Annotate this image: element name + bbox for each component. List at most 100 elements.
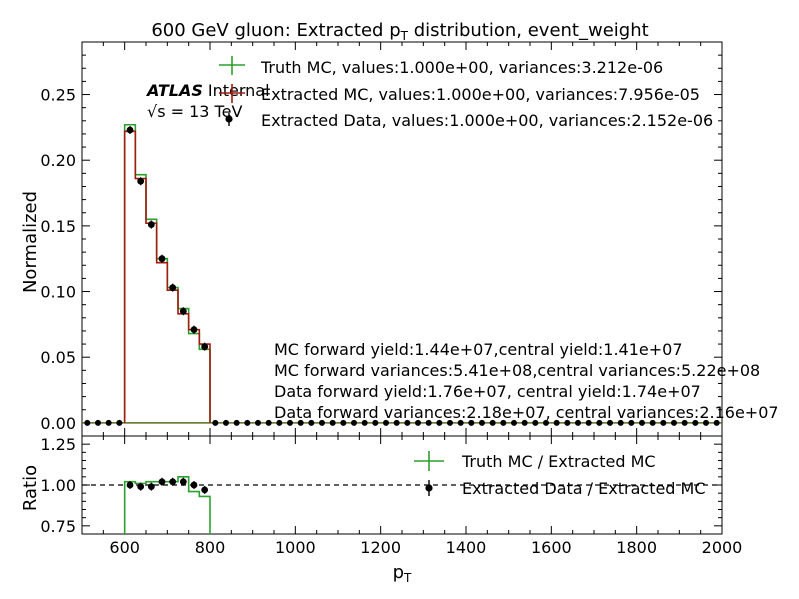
annotation-data-yield: Data forward yield:1.76e+07, central yie…	[274, 382, 701, 401]
y-axis-label: Normalized	[20, 191, 41, 293]
legend-entry-truth-ratio: Truth MC / Extracted MC	[414, 451, 656, 471]
data-point	[147, 221, 155, 228]
annotation-mc-variances: MC forward variances:5.41e+08,central va…	[274, 361, 760, 380]
legend-label-extracted-mc: Extracted MC, values:1.000e+00, variance…	[261, 85, 700, 104]
ratio-legend: Truth MC / Extracted MC Extracted Data /…	[414, 451, 706, 498]
data-point-zero	[308, 419, 315, 426]
data-point-zero	[212, 419, 219, 426]
data-point-zero	[703, 419, 709, 426]
ratio-data-point	[169, 478, 177, 486]
data-point-zero	[372, 419, 379, 426]
data-point	[126, 126, 134, 134]
data-point-zero	[521, 419, 528, 426]
data-point-zero	[553, 419, 560, 426]
legend-entry-extracted-mc: Extracted MC, values:1.000e+00, variance…	[219, 84, 700, 104]
legend-entry-data-ratio: Extracted Data / Extracted MC	[425, 479, 706, 498]
top-y-tick-label: 0.25	[40, 86, 76, 105]
top-legend: Truth MC, values:1.000e+00, variances:3.…	[219, 56, 713, 130]
x-tick-label: 1600	[531, 538, 572, 557]
data-point-zero	[500, 419, 507, 426]
annotation-mc-yield: MC forward yield:1.44e+07,central yield:…	[274, 340, 683, 359]
data-point-zero	[713, 419, 720, 426]
x-axis-label: pT	[393, 562, 412, 585]
data-point-zero	[287, 419, 293, 426]
x-tick-label: 1000	[275, 538, 316, 557]
legend-label-data-ratio: Extracted Data / Extracted MC	[462, 479, 706, 498]
ratio-y-tick-label: 1.25	[40, 435, 76, 454]
data-point-zero	[671, 419, 677, 426]
top-y-tick-label: 0.10	[40, 283, 76, 302]
data-point-zero	[425, 419, 432, 426]
ratio-data-point	[126, 481, 134, 489]
data-point-zero	[340, 419, 347, 426]
ratio-data-point	[158, 478, 166, 486]
data-point-zero	[692, 419, 699, 426]
data-point-zero	[617, 419, 624, 426]
data-point-zero	[585, 419, 592, 426]
legend-entry-extracted-data: Extracted Data, values:1.000e+00, varian…	[225, 111, 713, 130]
data-point-zero	[489, 419, 496, 426]
data-point-zero	[415, 419, 421, 426]
data-point-zero	[393, 419, 400, 426]
ratio-y-tick-label: 0.75	[40, 517, 76, 536]
data-point	[201, 343, 209, 351]
atlas-label: ATLAS Internal	[145, 81, 270, 100]
annotation-data-variances: Data forward variances:2.18e+07, central…	[274, 403, 779, 422]
data-point-zero	[511, 419, 517, 426]
data-point-zero	[628, 419, 635, 426]
data-point-zero	[265, 419, 272, 426]
data-point-zero	[660, 419, 667, 426]
data-point-zero	[361, 419, 368, 426]
ratio-data-point	[137, 483, 145, 491]
chart-title: 600 GeV gluon: Extracted pT distribution…	[151, 20, 648, 43]
data-point	[169, 284, 177, 291]
top-y-tick-label: 0.15	[40, 217, 76, 236]
ratio-data-point	[201, 486, 209, 494]
legend-data-marker	[225, 115, 233, 123]
legend-label-extracted-data: Extracted Data, values:1.000e+00, varian…	[261, 111, 713, 130]
legend-label-truth-mc: Truth MC, values:1.000e+00, variances:3.…	[260, 58, 663, 77]
energy-label: √s = 13 TeV	[147, 102, 242, 121]
data-point-zero	[105, 419, 112, 426]
data-point	[179, 307, 187, 315]
ratio-y-axis-label: Ratio	[20, 465, 41, 511]
x-tick-label: 1400	[446, 538, 487, 557]
ratio-data-point	[190, 481, 198, 489]
chart-marks	[82, 123, 722, 534]
data-point-zero	[596, 419, 603, 426]
data-point-zero	[457, 419, 464, 426]
top-y-tick-label: 0.00	[40, 414, 76, 433]
top-y-tick-label: 0.05	[40, 348, 76, 367]
data-point-zero	[447, 419, 453, 426]
x-tick-label: 1800	[616, 538, 657, 557]
x-tick-label: 600	[109, 538, 140, 557]
legend-data-ratio-marker	[425, 484, 433, 492]
data-point-zero	[244, 419, 251, 426]
ratio-data-point	[147, 483, 155, 491]
yield-annotations: MC forward yield:1.44e+07,central yield:…	[274, 340, 779, 422]
ratio-y-tick-label: 1.00	[40, 476, 76, 495]
data-point-zero	[607, 419, 613, 426]
data-point-zero	[95, 419, 101, 426]
ratio-data-point	[179, 478, 187, 486]
data-point-zero	[276, 419, 283, 426]
data-point-zero	[436, 419, 443, 426]
data-point-zero	[255, 419, 261, 426]
data-point-zero	[351, 419, 357, 426]
x-tick-label: 800	[195, 538, 226, 557]
data-point-zero	[233, 419, 240, 426]
top-y-tick-label: 0.20	[40, 151, 76, 170]
data-point-zero	[681, 419, 688, 426]
data-point-zero	[383, 419, 389, 426]
data-point-zero	[543, 419, 549, 426]
data-point-zero	[532, 419, 539, 426]
x-tick-label: 1200	[360, 538, 401, 557]
data-point-zero	[319, 419, 325, 426]
data-point	[190, 326, 198, 334]
x-tick-label: 2000	[702, 538, 743, 557]
extracted-mc-histogram	[123, 130, 211, 423]
data-point-zero	[297, 419, 304, 426]
data-point-zero	[116, 419, 123, 426]
data-point-zero	[649, 419, 656, 426]
